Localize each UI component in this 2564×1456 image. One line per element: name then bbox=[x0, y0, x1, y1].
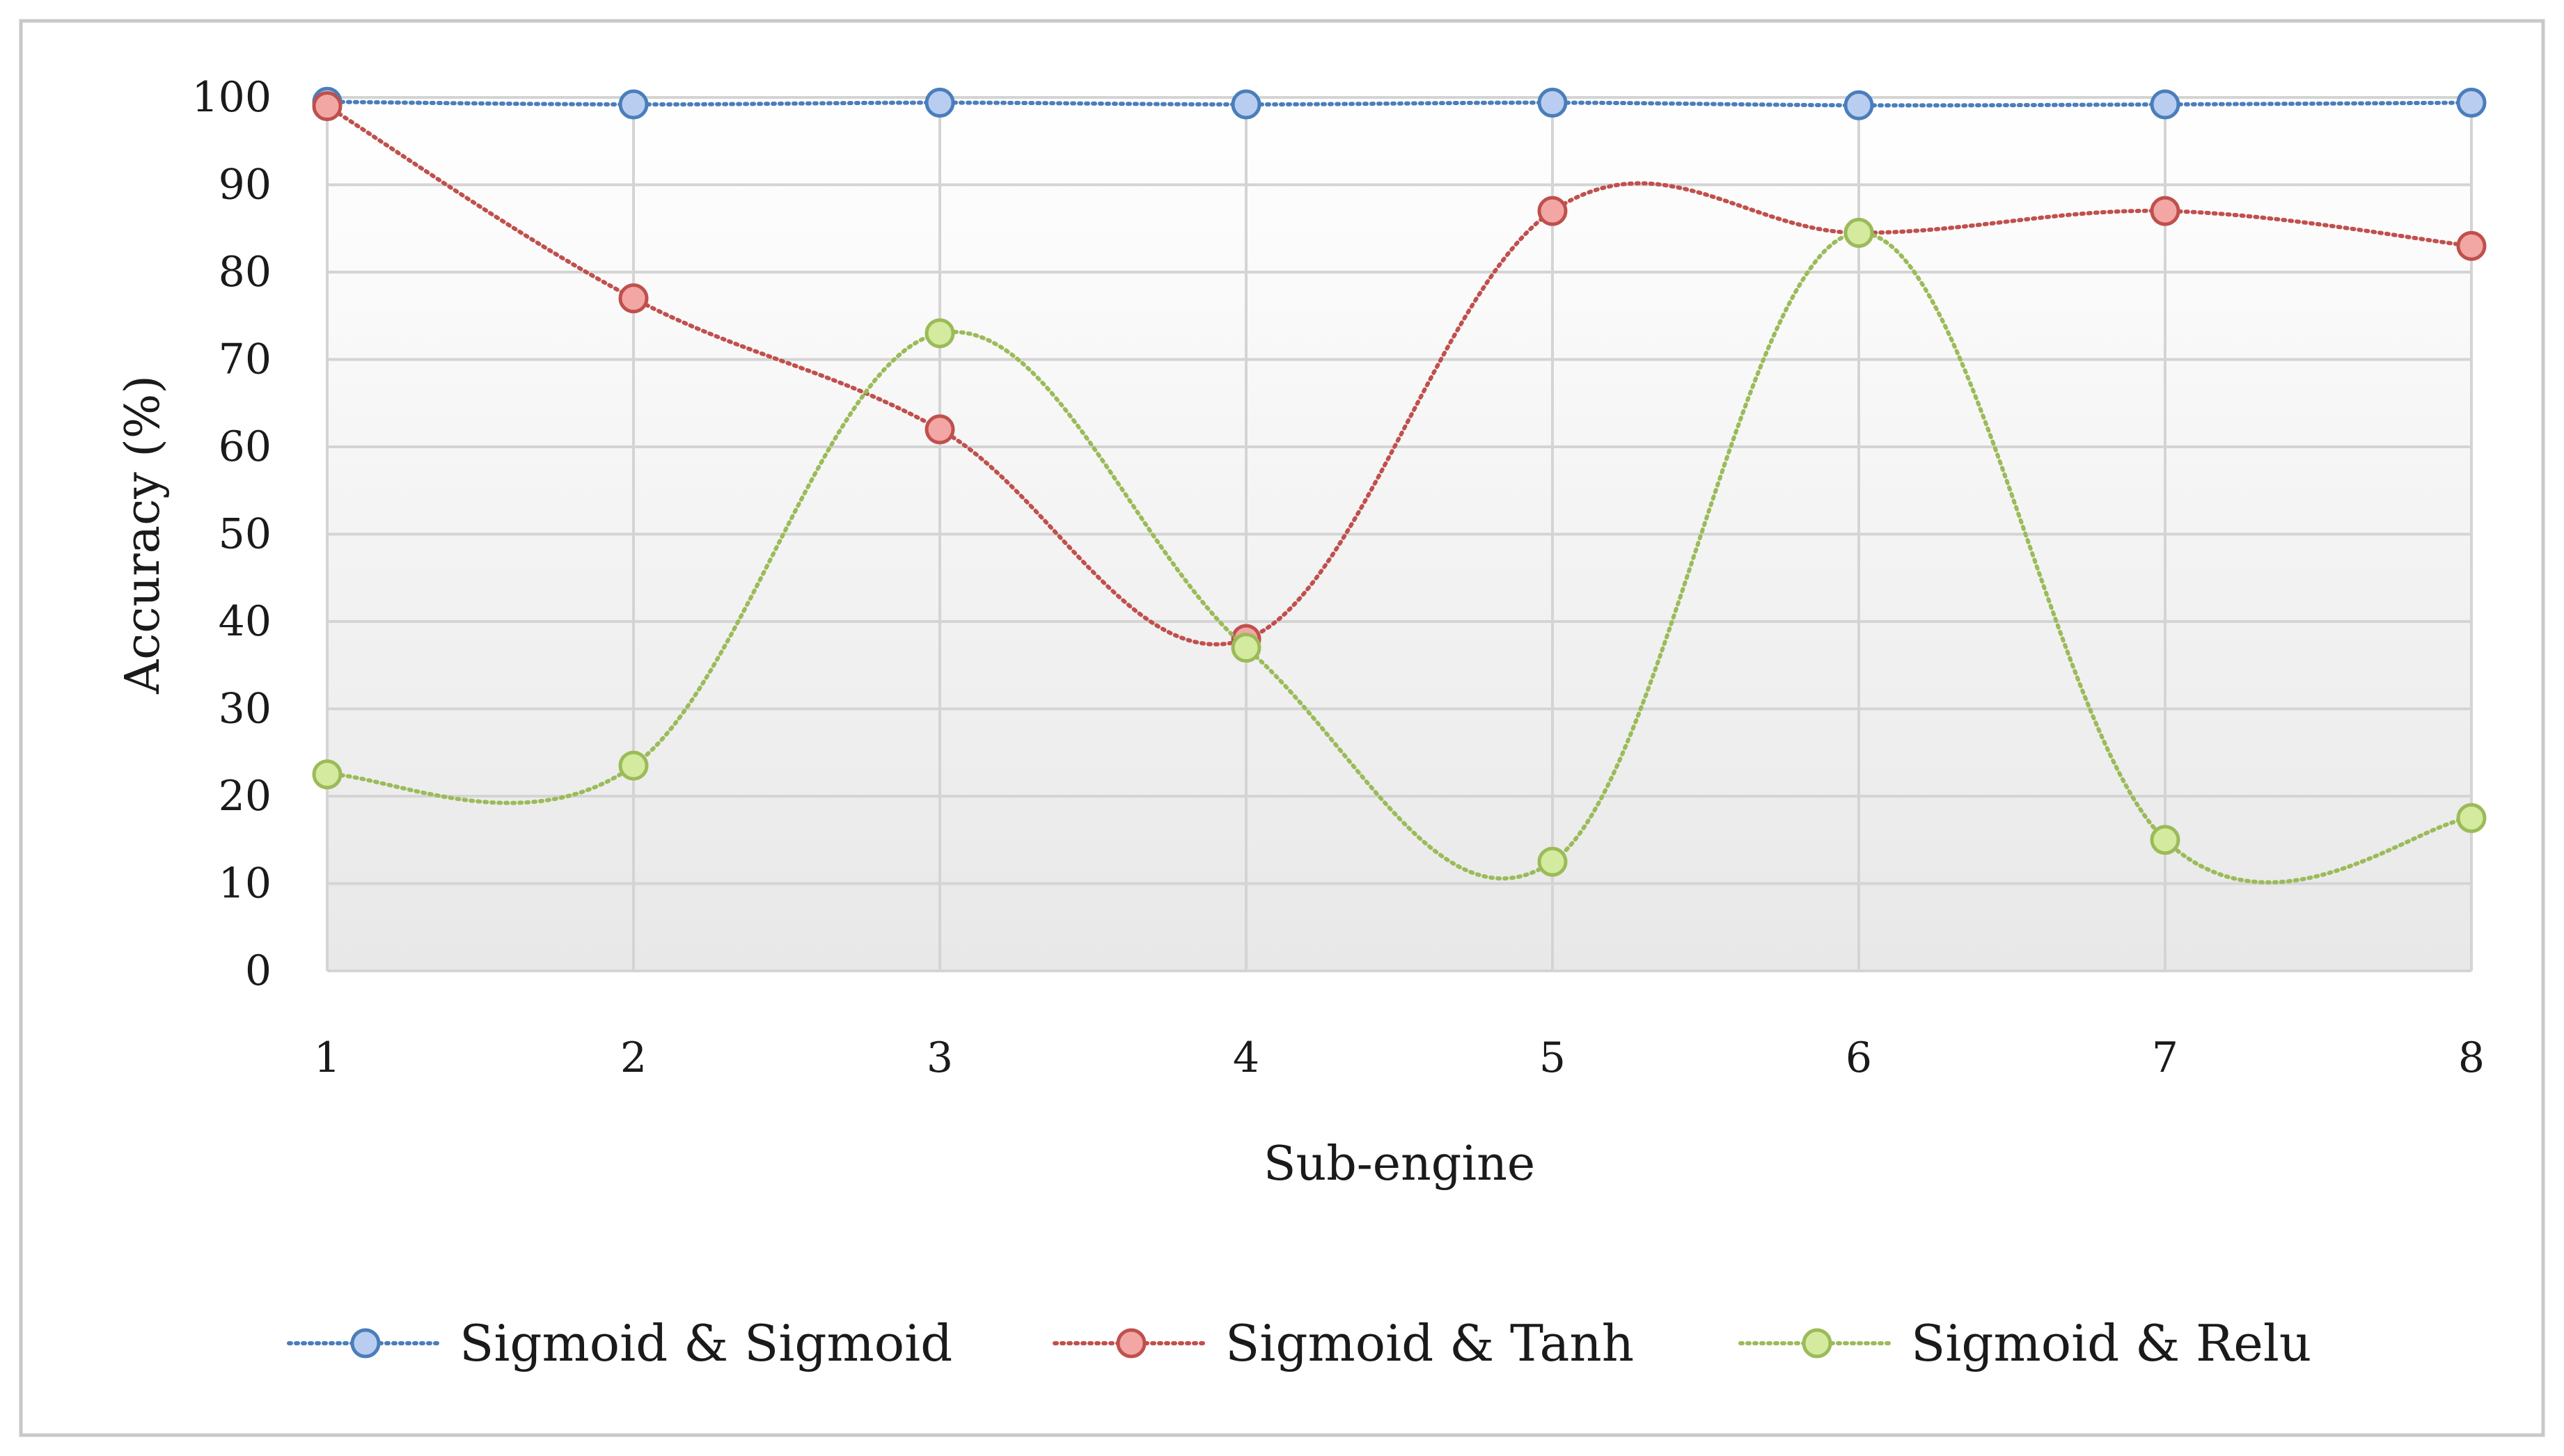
legend-marker bbox=[1116, 1328, 1147, 1359]
data-point bbox=[618, 89, 649, 120]
legend-item: Sigmoid & Relu bbox=[1738, 1314, 2311, 1372]
x-axis-title: Sub-engine bbox=[1264, 1137, 1535, 1192]
data-point bbox=[2456, 88, 2487, 118]
y-tick-label: 10 bbox=[219, 860, 272, 908]
y-tick-label: 20 bbox=[219, 772, 272, 821]
y-tick-label: 100 bbox=[191, 73, 272, 122]
data-point bbox=[2456, 230, 2487, 261]
data-point bbox=[925, 88, 955, 118]
x-tick-label: 8 bbox=[2458, 1034, 2485, 1082]
x-tick-label: 5 bbox=[1539, 1034, 1566, 1082]
data-point bbox=[1843, 218, 1874, 248]
data-point bbox=[1537, 88, 1568, 118]
series-line bbox=[325, 104, 2473, 647]
tick-labels: 0 10 20 30 40 50 60 70 80 90 100 1 2 3 4 5 6 7 8 bbox=[191, 73, 2485, 1082]
y-tick-label: 60 bbox=[219, 422, 272, 471]
y-tick-label: 80 bbox=[219, 248, 272, 296]
x-tick-label: 3 bbox=[927, 1034, 953, 1082]
data-point bbox=[1231, 633, 1261, 663]
data-point bbox=[2456, 802, 2487, 833]
data-point bbox=[1231, 89, 1261, 120]
data-point bbox=[2150, 825, 2180, 855]
series-3 bbox=[312, 218, 2487, 885]
series-line bbox=[325, 230, 2473, 885]
x-tick-label: 1 bbox=[314, 1034, 340, 1082]
data-point bbox=[312, 91, 343, 122]
x-tick-label: 4 bbox=[1233, 1034, 1259, 1082]
data-point bbox=[618, 283, 649, 314]
x-tick-label: 6 bbox=[1846, 1034, 1872, 1082]
grid-lines bbox=[326, 96, 2473, 972]
y-tick-label: 30 bbox=[219, 685, 272, 734]
data-point bbox=[925, 414, 955, 445]
y-axis-title: Accuracy (%) bbox=[116, 375, 171, 695]
data-point bbox=[925, 318, 955, 349]
data-point bbox=[312, 759, 343, 790]
legend-label: Sigmoid & Tanh bbox=[1225, 1314, 1634, 1372]
y-tick-label: 90 bbox=[219, 161, 272, 209]
data-point bbox=[618, 750, 649, 781]
y-tick-label: 0 bbox=[245, 947, 272, 995]
y-tick-label: 70 bbox=[219, 335, 272, 384]
legend-label: Sigmoid & Sigmoid bbox=[459, 1314, 952, 1372]
series-lines bbox=[312, 86, 2487, 885]
y-tick-label: 40 bbox=[219, 597, 272, 646]
y-tick-label: 50 bbox=[219, 510, 272, 559]
data-point bbox=[2150, 89, 2180, 120]
data-point bbox=[2150, 196, 2180, 226]
legend: Sigmoid & Sigmoid Sigmoid & Tanh Sigmoid &… bbox=[287, 1314, 2311, 1372]
legend-item: Sigmoid & Sigmoid bbox=[287, 1314, 952, 1372]
data-point bbox=[1537, 196, 1568, 226]
data-point bbox=[1843, 90, 1874, 120]
x-tick-label: 7 bbox=[2152, 1034, 2178, 1082]
series-1 bbox=[312, 86, 2487, 120]
data-point bbox=[1537, 846, 1568, 877]
series-line bbox=[325, 100, 2473, 108]
legend-marker bbox=[1802, 1328, 1832, 1359]
legend-item: Sigmoid & Tanh bbox=[1053, 1314, 1634, 1372]
x-tick-label: 2 bbox=[620, 1034, 647, 1082]
legend-label: Sigmoid & Relu bbox=[1911, 1314, 2311, 1372]
legend-marker bbox=[350, 1328, 381, 1359]
